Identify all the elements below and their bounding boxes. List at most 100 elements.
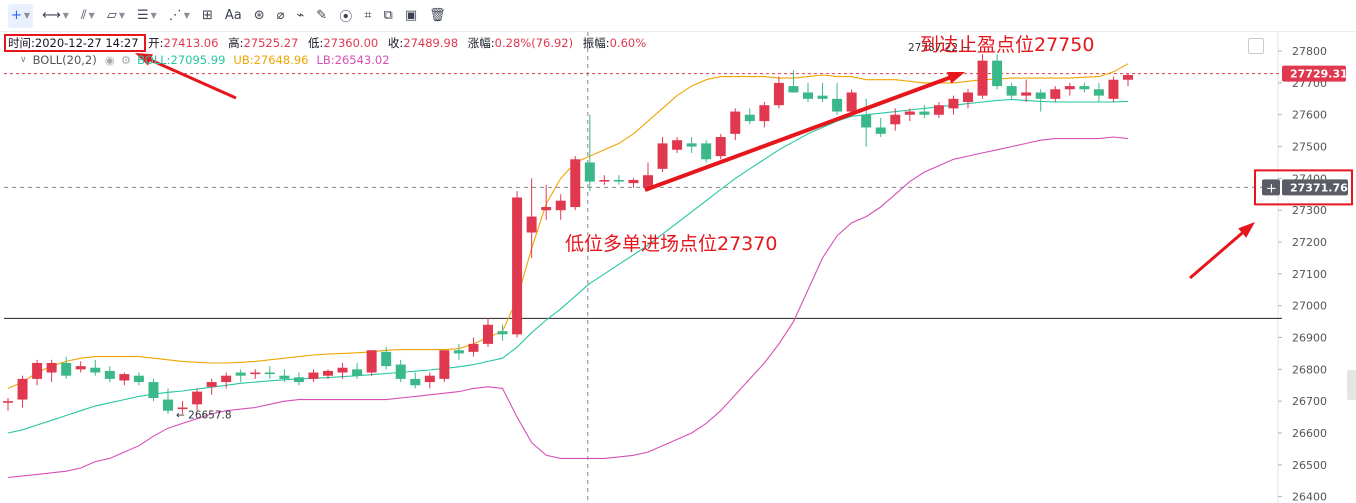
- candle-body: [32, 362, 43, 379]
- ub-label: UB:: [233, 53, 254, 67]
- candle-body: [1050, 89, 1061, 99]
- min-price-label: ← 26657.8: [176, 410, 232, 422]
- y-tick-label: 27000: [1292, 300, 1327, 313]
- candle-body: [468, 343, 479, 352]
- candle-body: [308, 372, 319, 379]
- y-tick-label: 26600: [1292, 427, 1327, 440]
- trash-icon[interactable]: 🗑: [429, 8, 446, 23]
- candle-body: [119, 374, 130, 381]
- candle-body: [497, 331, 508, 335]
- time-label: 时间:: [8, 36, 35, 50]
- candle-body: [192, 391, 203, 405]
- cursor-price-tag: [1282, 179, 1348, 196]
- measure-icon[interactable]: ⊞: [201, 8, 213, 23]
- candle-body: [773, 82, 784, 106]
- dropdown-arrow-icon[interactable]: ▼: [62, 11, 69, 20]
- candle-body: [628, 179, 639, 184]
- eye-icon[interactable]: ◉: [104, 53, 115, 67]
- crosshair-icon[interactable]: + ▼: [8, 3, 34, 28]
- boll-label: BOLL:: [137, 53, 171, 67]
- candle-body: [701, 143, 712, 160]
- fib-icon[interactable]: ▱ ▼: [106, 8, 125, 23]
- candle-body: [264, 372, 275, 375]
- arrow-to-target-head: [947, 72, 965, 84]
- candle-body: [148, 382, 159, 398]
- arrow-to-price-head: [1238, 222, 1255, 238]
- close-label: 收:: [387, 36, 404, 50]
- candle-body: [686, 143, 697, 147]
- dropdown-arrow-icon[interactable]: ▼: [118, 11, 125, 20]
- candle-body: [730, 111, 741, 134]
- candle-body: [613, 179, 624, 182]
- time-box: 时间:2020-12-27 14:27: [4, 34, 147, 52]
- indicator-legend: ∨ BOLL(20,2) ◉ ⚙ BOLL:27095.99 UB:27648.…: [20, 53, 390, 67]
- candle-body: [17, 378, 28, 400]
- dropdown-arrow-icon[interactable]: ▼: [183, 11, 190, 20]
- candle-body: [788, 86, 799, 93]
- candle-body: [410, 378, 421, 386]
- candle-body: [992, 60, 1003, 87]
- y-tick-label: 27100: [1292, 268, 1327, 281]
- candle-body: [1064, 86, 1075, 90]
- time-value: 2020-12-27 14:27: [34, 36, 139, 50]
- lock-icon[interactable]: ⌗: [364, 8, 372, 23]
- candle-body: [555, 200, 566, 211]
- candle-body: [672, 140, 683, 150]
- ruler-icon[interactable]: ⌁: [296, 8, 305, 23]
- candle-body: [381, 351, 392, 367]
- cursor-price-value: 27371.76: [1290, 181, 1348, 194]
- gann-icon[interactable]: ⦿: [339, 10, 353, 25]
- take-profit-annotation: 到达止盈点位27750: [920, 34, 1095, 56]
- candle-body: [803, 92, 813, 99]
- candle-body: [599, 179, 610, 182]
- dropdown-arrow-icon[interactable]: ▼: [88, 11, 95, 20]
- lines-icon[interactable]: ☰ ▼: [136, 8, 157, 23]
- horizontal-line-icon[interactable]: ⟷ ▼: [42, 8, 69, 23]
- candle-body: [919, 111, 930, 115]
- candle-body: [395, 364, 406, 379]
- boll-value: 27095.99: [170, 53, 226, 67]
- screenshot-icon[interactable]: ▣: [404, 8, 418, 23]
- open-label: 开:: [148, 36, 164, 50]
- candle-body: [177, 407, 188, 410]
- expand-icon[interactable]: [1248, 38, 1264, 54]
- middle-band-line: [7, 98, 1129, 434]
- last-price-tag: [1282, 65, 1346, 82]
- candle-body: [424, 375, 435, 383]
- gear-icon[interactable]: ⚙: [120, 53, 132, 67]
- candle-body: [1021, 92, 1032, 96]
- arrow-to-time-head: [135, 53, 153, 66]
- clone-icon[interactable]: ⧉: [383, 8, 393, 23]
- candle-body: [512, 197, 523, 335]
- collapse-icon[interactable]: ∨: [20, 55, 27, 65]
- trend-line-icon[interactable]: ⫽ ▼: [80, 8, 95, 23]
- pattern-icon[interactable]: ⋰ ▼: [168, 8, 190, 23]
- candle-body: [1006, 86, 1017, 96]
- lower-band-line: [7, 136, 1129, 479]
- candle-body: [715, 137, 726, 157]
- y-tick-label: 26700: [1292, 395, 1327, 408]
- pencil-icon[interactable]: ✎: [316, 8, 328, 23]
- amp-value: 0.60%: [609, 36, 647, 50]
- highlight-box: [1254, 169, 1353, 206]
- dropdown-arrow-icon[interactable]: ▼: [23, 11, 31, 20]
- candle-body: [250, 372, 261, 375]
- candle-body: [104, 370, 115, 379]
- candle-body: [279, 375, 290, 379]
- candle-body: [483, 324, 493, 344]
- text-icon[interactable]: Aa: [224, 8, 242, 23]
- y-tick-label: 26900: [1292, 332, 1327, 345]
- y-tick-label: 27800: [1292, 45, 1327, 58]
- dropdown-arrow-icon[interactable]: ▼: [150, 11, 157, 20]
- change-label: 涨幅:: [467, 36, 495, 50]
- fib-retracement-icon[interactable]: ⊛: [253, 8, 265, 23]
- candle-body: [1108, 79, 1119, 99]
- indicator-name: BOLL(20,2): [32, 53, 97, 67]
- candle-body: [323, 370, 333, 376]
- candle-body: [133, 375, 144, 383]
- eraser-icon[interactable]: ⌀: [276, 8, 285, 23]
- candle-body: [890, 114, 901, 125]
- candle-body: [904, 111, 915, 115]
- candle-body: [61, 362, 72, 376]
